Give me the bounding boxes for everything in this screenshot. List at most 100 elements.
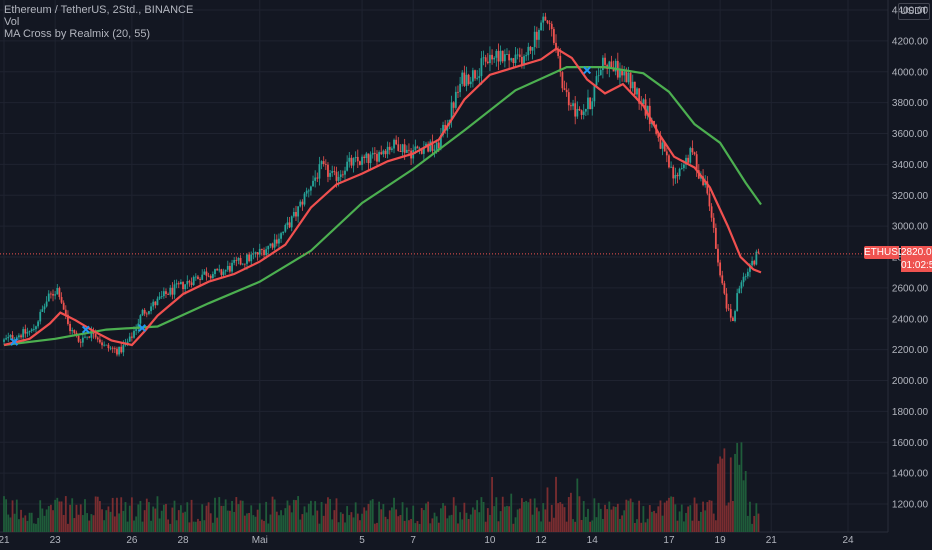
candle-body: [457, 91, 459, 93]
legend-volume[interactable]: Vol: [4, 16, 20, 28]
volume-bar: [412, 505, 415, 532]
y-axis[interactable]: 1200.00 1400.00 1600.00 1800.00 2000.00 2200.…: [892, 6, 929, 511]
candle-body: [657, 133, 660, 138]
volume-bar: [689, 505, 692, 532]
candle-body: [62, 302, 65, 310]
candle-body: [361, 156, 363, 165]
x-axis[interactable]: 21 23 26 28 Mai 5 7 10 12 14 17 19 21 24: [0, 535, 854, 546]
candle-body: [469, 81, 472, 85]
volume-bar: [732, 501, 734, 532]
candle-body: [578, 108, 581, 111]
volume-bar: [608, 501, 611, 532]
candle-body: [516, 54, 519, 56]
volume-bar: [154, 508, 157, 532]
volume-bar: [292, 499, 295, 532]
volume-bar: [422, 510, 425, 532]
volume-bar: [552, 517, 555, 532]
candle-body: [582, 111, 585, 115]
x-tick-label: 19: [715, 535, 727, 546]
candle-body: [250, 254, 253, 262]
candle-body: [533, 31, 536, 48]
volume-bar: [614, 506, 617, 532]
currency-unit[interactable]: USDT: [898, 3, 930, 20]
candle-body: [450, 102, 453, 120]
y-tick-label: 3000.00: [892, 222, 929, 233]
legend-indicator[interactable]: MA Cross by Realmix (20, 55): [4, 28, 151, 40]
candle-body: [30, 329, 33, 332]
candle-body: [137, 323, 140, 330]
candle-body: [5, 338, 8, 340]
volume-bar: [81, 515, 84, 532]
candle-body: [158, 296, 161, 299]
volume-bar: [395, 509, 398, 532]
volume-bar: [280, 510, 282, 532]
volume-bar: [275, 511, 278, 532]
volume-bar: [148, 502, 150, 532]
volume-bar: [574, 521, 577, 532]
candle-body: [116, 348, 118, 355]
candle-body: [286, 222, 289, 226]
candle-body: [190, 282, 193, 286]
candle-body: [584, 108, 587, 112]
candle-body: [408, 149, 410, 151]
candle-body: [601, 57, 604, 71]
volume-bar: [28, 512, 31, 532]
candle-body: [81, 337, 84, 343]
volume-bar: [211, 522, 214, 532]
candle-body: [574, 103, 577, 117]
candle-body: [440, 135, 442, 149]
candle-body: [60, 297, 63, 303]
candle-body: [525, 55, 528, 57]
candle-body: [79, 341, 82, 343]
candle-body: [105, 344, 108, 346]
volume-bar: [316, 510, 319, 532]
volume-bar: [725, 505, 728, 532]
volume-bar: [561, 503, 564, 532]
volume-bar: [335, 498, 338, 532]
candle-body: [659, 137, 662, 149]
volume-bar: [341, 513, 344, 532]
volume-bar: [636, 519, 638, 532]
volume-bar: [226, 510, 229, 532]
candle-body: [727, 308, 730, 310]
candles[interactable]: [3, 12, 760, 357]
volume-bar: [521, 498, 523, 532]
volume-bar: [263, 520, 265, 532]
candle-body: [493, 57, 496, 60]
legend-symbol[interactable]: Ethereum / TetherUS, 2Std., BINANCE: [4, 4, 194, 16]
volume-bar: [736, 442, 739, 532]
volume-bar: [254, 516, 257, 532]
volume-bar: [512, 523, 515, 532]
cross-marker: [81, 325, 90, 334]
candle-body: [52, 293, 54, 296]
candle-body: [84, 336, 86, 338]
candle-body: [661, 142, 664, 149]
volume-bar: [670, 496, 673, 532]
candle-body: [167, 294, 170, 295]
candle-body: [214, 269, 216, 275]
volume-bar: [493, 506, 496, 532]
candle-body: [668, 155, 670, 168]
volume-bar: [506, 505, 508, 532]
volume-bar: [495, 497, 498, 532]
candle-body: [56, 288, 59, 295]
candle-body: [32, 329, 35, 330]
volume-bar: [672, 496, 675, 532]
candle-body: [497, 50, 500, 62]
volume-bar: [599, 508, 602, 532]
candle-body: [521, 56, 523, 66]
candle-body: [284, 225, 287, 232]
candle-body: [621, 69, 623, 76]
volume-bar: [580, 519, 583, 532]
candle-body: [37, 321, 40, 327]
candle-body: [192, 276, 195, 286]
volume-bar: [299, 519, 302, 532]
cross-marker: [10, 337, 19, 346]
candle-body: [721, 275, 724, 284]
candle-body: [717, 248, 719, 263]
candle-body: [107, 344, 110, 349]
volume-bar: [514, 517, 517, 532]
candle-body: [740, 282, 743, 289]
